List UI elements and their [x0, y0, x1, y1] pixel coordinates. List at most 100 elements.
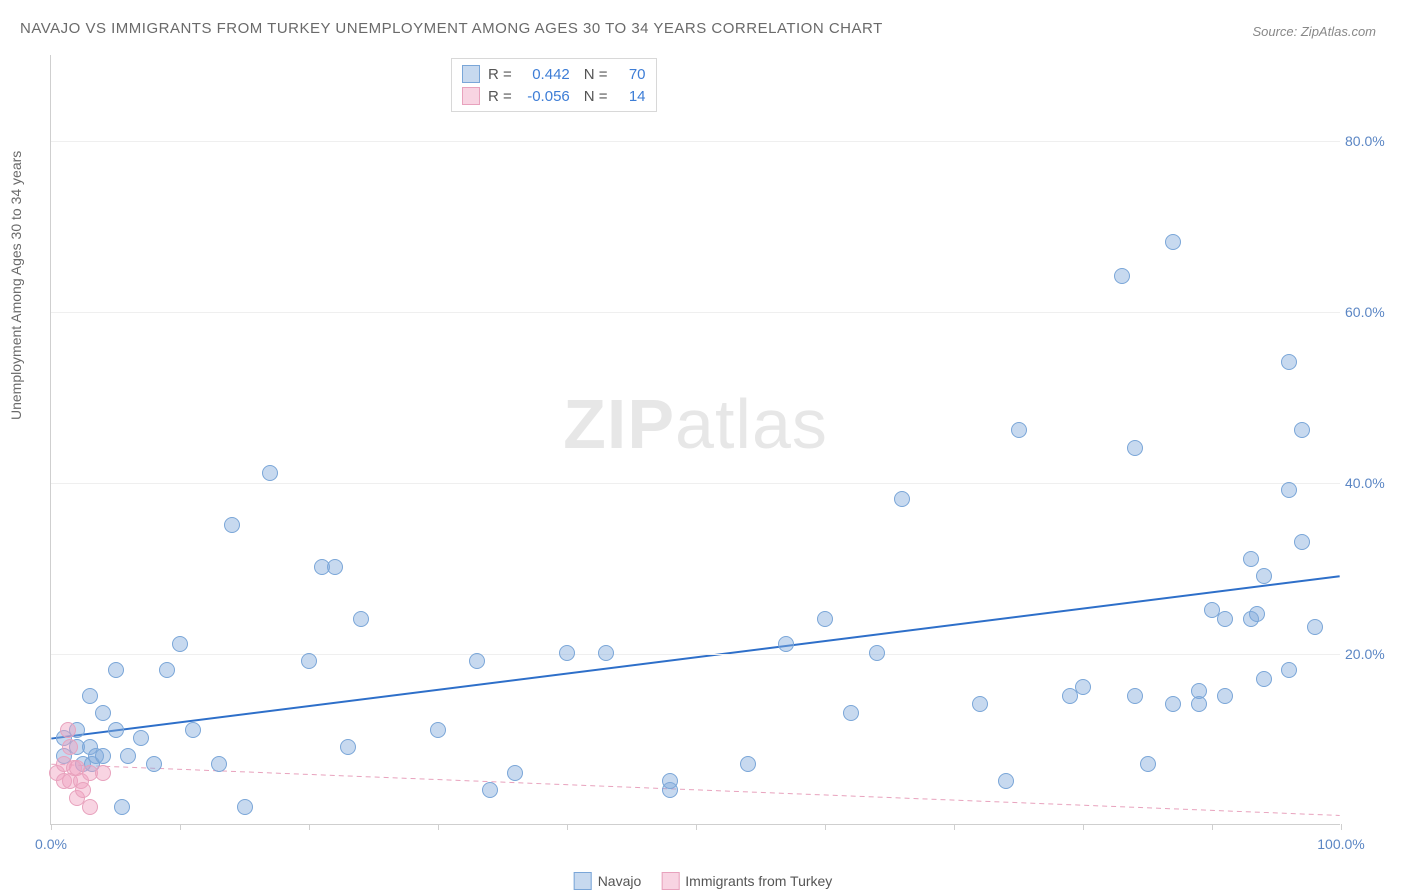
data-point: [1281, 662, 1297, 678]
data-point: [1307, 619, 1323, 635]
y-axis-label: Unemployment Among Ages 30 to 34 years: [8, 151, 24, 420]
r-value: 0.442: [520, 66, 570, 83]
data-point: [1281, 482, 1297, 498]
data-point: [1243, 551, 1259, 567]
data-point: [120, 748, 136, 764]
legend-swatch: [462, 65, 480, 83]
data-point: [237, 799, 253, 815]
gridline-h: [51, 312, 1340, 313]
chart-title: NAVAJO VS IMMIGRANTS FROM TURKEY UNEMPLO…: [20, 20, 883, 37]
data-point: [598, 645, 614, 661]
data-point: [559, 645, 575, 661]
data-point: [327, 559, 343, 575]
x-tick: [180, 824, 181, 830]
data-point: [1140, 756, 1156, 772]
bottom-legend: Navajo Immigrants from Turkey: [574, 872, 833, 890]
watermark-atlas: atlas: [675, 385, 828, 463]
data-point: [972, 696, 988, 712]
data-point: [1256, 671, 1272, 687]
n-value: 14: [616, 88, 646, 105]
data-point: [1217, 611, 1233, 627]
x-tick-label: 100.0%: [1317, 836, 1364, 852]
data-point: [1294, 534, 1310, 550]
data-point: [894, 491, 910, 507]
data-point: [430, 722, 446, 738]
legend-swatch: [462, 87, 480, 105]
correlation-stats-box: R = 0.442 N = 70 R = -0.056 N = 14: [451, 58, 657, 112]
data-point: [1165, 234, 1181, 250]
data-point: [95, 705, 111, 721]
x-tick: [825, 824, 826, 830]
data-point: [114, 799, 130, 815]
data-point: [60, 722, 76, 738]
trend-line: [51, 576, 1339, 738]
source-label: Source: ZipAtlas.com: [1252, 24, 1376, 39]
data-point: [1191, 683, 1207, 699]
data-point: [211, 756, 227, 772]
stat-row: R = -0.056 N = 14: [462, 85, 646, 107]
data-point: [778, 636, 794, 652]
data-point: [469, 653, 485, 669]
data-point: [262, 465, 278, 481]
x-tick: [1212, 824, 1213, 830]
data-point: [353, 611, 369, 627]
data-point: [159, 662, 175, 678]
data-point: [1011, 422, 1027, 438]
x-tick: [954, 824, 955, 830]
y-tick-label: 80.0%: [1345, 133, 1400, 149]
legend-label: Navajo: [598, 873, 642, 889]
data-point: [1281, 354, 1297, 370]
data-point: [62, 739, 78, 755]
data-point: [1256, 568, 1272, 584]
watermark: ZIPatlas: [563, 384, 828, 464]
y-tick-label: 20.0%: [1345, 646, 1400, 662]
data-point: [75, 782, 91, 798]
n-label: N =: [584, 66, 608, 83]
gridline-h: [51, 141, 1340, 142]
r-label: R =: [488, 66, 512, 83]
data-point: [482, 782, 498, 798]
r-value: -0.056: [520, 88, 570, 105]
data-point: [146, 756, 162, 772]
data-point: [301, 653, 317, 669]
data-point: [869, 645, 885, 661]
legend-swatch: [574, 872, 592, 890]
data-point: [507, 765, 523, 781]
x-tick: [1083, 824, 1084, 830]
data-point: [1127, 440, 1143, 456]
data-point: [108, 662, 124, 678]
data-point: [1249, 606, 1265, 622]
data-point: [817, 611, 833, 627]
data-point: [224, 517, 240, 533]
x-tick: [438, 824, 439, 830]
data-point: [740, 756, 756, 772]
data-point: [1217, 688, 1233, 704]
data-point: [95, 748, 111, 764]
legend-item: Navajo: [574, 872, 642, 890]
n-label: N =: [584, 88, 608, 105]
legend-item: Immigrants from Turkey: [661, 872, 832, 890]
watermark-zip: ZIP: [563, 385, 675, 463]
x-tick: [309, 824, 310, 830]
data-point: [82, 688, 98, 704]
legend-swatch: [661, 872, 679, 890]
data-point: [843, 705, 859, 721]
data-point: [133, 730, 149, 746]
data-point: [1294, 422, 1310, 438]
data-point: [185, 722, 201, 738]
y-tick-label: 60.0%: [1345, 304, 1400, 320]
gridline-h: [51, 483, 1340, 484]
x-tick-label: 0.0%: [35, 836, 67, 852]
data-point: [662, 773, 678, 789]
n-value: 70: [616, 66, 646, 83]
data-point: [172, 636, 188, 652]
x-tick: [696, 824, 697, 830]
data-point: [998, 773, 1014, 789]
data-point: [82, 799, 98, 815]
y-tick-label: 40.0%: [1345, 475, 1400, 491]
data-point: [1075, 679, 1091, 695]
x-tick: [51, 824, 52, 830]
data-point: [108, 722, 124, 738]
x-tick: [1341, 824, 1342, 830]
r-label: R =: [488, 88, 512, 105]
